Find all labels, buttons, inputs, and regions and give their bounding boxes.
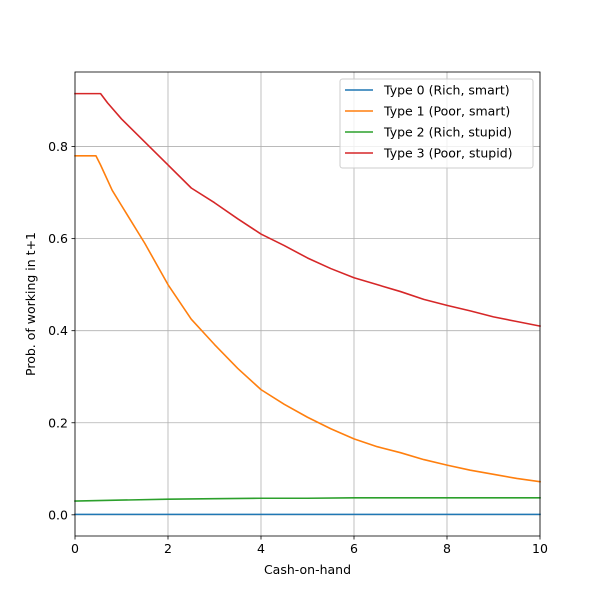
legend-label-type-1: Type 1 (Poor, smart) [383, 104, 510, 119]
series-layer [74, 92, 541, 516]
y-tick-label: 0.2 [48, 415, 68, 430]
x-tick-label: 8 [443, 541, 451, 556]
x-tick-label: 2 [164, 541, 172, 556]
series-line-type-1 [74, 154, 541, 483]
x-tick-label: 4 [257, 541, 265, 556]
axis-ticks: 0 2 4 6 8 10 0.0 0.2 0.4 0.6 0.8 [48, 139, 548, 556]
x-tick-label: 0 [71, 541, 79, 556]
series-line-type-3 [74, 92, 541, 328]
y-tick-label: 0.8 [48, 139, 68, 154]
x-tick-label: 10 [532, 541, 548, 556]
legend-box [339, 78, 534, 169]
legend-label-type-3: Type 3 (Poor, stupid) [383, 146, 513, 161]
x-tick-label: 6 [350, 541, 358, 556]
y-tick-label: 0.6 [48, 231, 68, 246]
plot-frame [74, 71, 541, 537]
legend-label-type-2: Type 2 (Rich, stupid) [383, 125, 512, 140]
y-tick-label: 0.4 [48, 323, 68, 338]
x-axis-label: Cash-on-hand [264, 562, 351, 577]
series-line-type-2 [74, 496, 541, 502]
y-tick-label: 0.0 [48, 507, 68, 522]
legend: Type 0 (Rich, smart) Type 1 (Poor, smart)… [339, 78, 534, 169]
y-axis-label: Prob. of working in t+1 [23, 232, 38, 376]
legend-label-type-0: Type 0 (Rich, smart) [383, 83, 510, 98]
